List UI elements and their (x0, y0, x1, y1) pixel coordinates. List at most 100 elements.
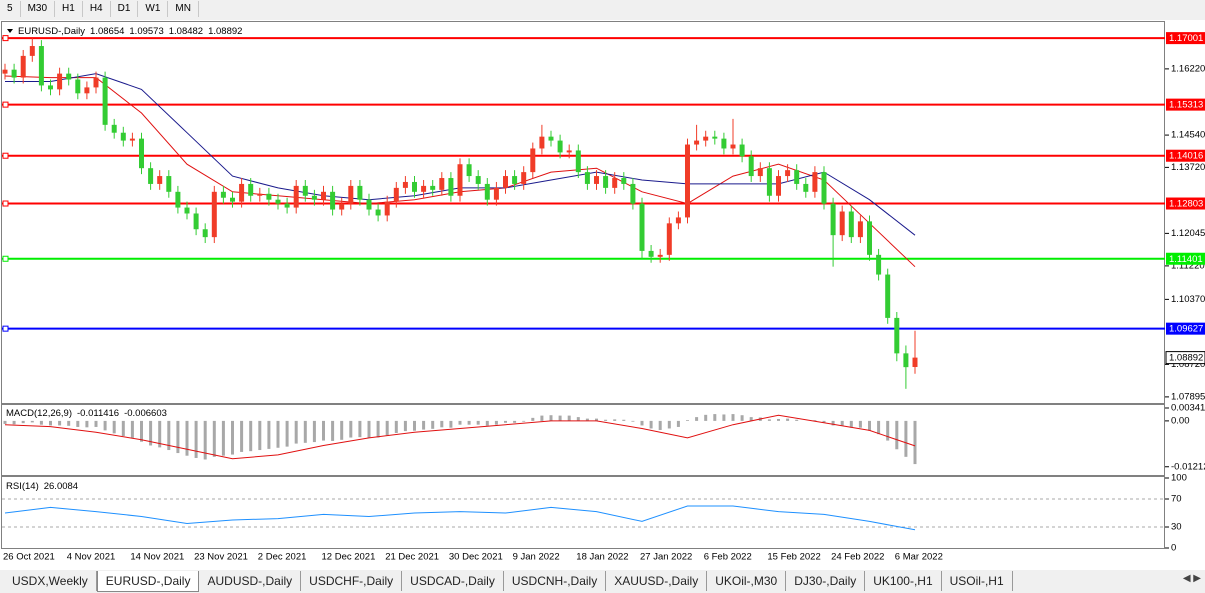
candle-body (366, 199, 372, 210)
candle-body (321, 191, 326, 200)
macd-bar (212, 420, 216, 457)
level-label-box (1166, 149, 1205, 162)
candle-body (93, 77, 99, 88)
macd-bar (440, 420, 444, 428)
macd-bar (258, 420, 262, 451)
symbol-tab[interactable]: UK100-,H1 (865, 571, 942, 591)
timeframe-button[interactable]: H4 (83, 1, 111, 17)
symbol-tab[interactable]: USOil-,H1 (942, 571, 1013, 591)
symbol-tab[interactable]: USDCHF-,Daily (301, 571, 403, 591)
candle-body (111, 124, 117, 133)
macd-bar (777, 419, 780, 421)
level-label: 1.09627 (1169, 324, 1203, 335)
symbol-tab[interactable]: USDCAD-,Daily (402, 571, 504, 591)
symbol-tab[interactable]: DJ30-,Daily (786, 571, 866, 591)
candle-body (557, 140, 563, 153)
macd-bar (367, 420, 371, 438)
timeframe-button[interactable]: D1 (111, 1, 139, 17)
candle-body (903, 353, 909, 368)
macd-bar (695, 417, 699, 421)
candle-body (675, 217, 681, 224)
symbol-tab[interactable]: AUDUSD-,Daily (199, 571, 302, 591)
candle-body (266, 193, 272, 200)
candle-body (785, 170, 791, 177)
candle-body (603, 176, 609, 188)
candle-body (639, 203, 645, 251)
macd-bar (394, 420, 398, 433)
macd-bar (649, 420, 653, 429)
macd-header: MACD(12,26,9) -0.011416 -0.006603 (6, 408, 167, 419)
symbol-tab[interactable]: USDX,Weekly (4, 571, 97, 591)
symbol: EURUSD-,Daily (18, 26, 85, 37)
candle-body (357, 185, 363, 200)
level-handle (2, 255, 9, 262)
x-tick-label: 15 Feb 2022 (767, 552, 820, 563)
chart-background (0, 20, 1205, 570)
candle-body (412, 181, 417, 192)
header-value: -0.011416 (77, 408, 119, 419)
candle-body (867, 221, 872, 255)
timeframe-button[interactable]: 5 (0, 1, 21, 17)
candle-body (848, 211, 854, 238)
header-value: -0.006603 (124, 408, 167, 419)
macd-bar (340, 420, 344, 440)
level-label: 1.15313 (1169, 100, 1203, 111)
macd-bar (676, 420, 680, 427)
y-tick-label: 1.08720 (1171, 359, 1205, 370)
symbol-tab[interactable]: USDCNH-,Daily (504, 571, 607, 591)
timeframe-button[interactable]: MN (168, 1, 199, 17)
y-tick-label: 1.07895 (1171, 391, 1205, 402)
candle-body (120, 132, 126, 141)
x-tick-label: 18 Jan 2022 (576, 552, 628, 563)
tab-scroll[interactable]: ◀ ▶ (1182, 573, 1201, 584)
symbol-tab[interactable]: EURUSD-,Daily (96, 571, 200, 592)
macd-bar (85, 420, 89, 428)
candle-body (530, 148, 536, 173)
candle-body (666, 223, 672, 255)
candle-body (339, 203, 345, 210)
macd-bar (458, 420, 462, 425)
x-tick-label: 2 Dec 2021 (258, 552, 307, 563)
candle-body (466, 164, 472, 177)
macd-bar (94, 420, 98, 427)
x-tick-label: 14 Nov 2021 (130, 552, 184, 563)
candle-body (657, 254, 663, 257)
macd-title: MACD(12,26,9) (6, 408, 72, 419)
timeframe-button[interactable]: H1 (55, 1, 83, 17)
candle-body (748, 156, 754, 177)
macd-bar (149, 420, 153, 446)
level-handle (2, 200, 9, 207)
candle-body (439, 178, 445, 190)
macd-bar (58, 420, 62, 426)
candle-body (612, 178, 618, 188)
level-label: 1.11401 (1169, 254, 1203, 265)
candle-body (876, 254, 882, 275)
macd-bar (21, 420, 25, 424)
macd-bar (385, 420, 389, 436)
candle-body (803, 183, 809, 192)
timeframe-button[interactable]: W1 (138, 1, 169, 17)
candle-body (38, 46, 44, 86)
macd-bar (449, 420, 453, 428)
level-label-box (1166, 197, 1205, 210)
macd-bar (704, 414, 708, 421)
macd-bar (686, 420, 689, 421)
macd-bar (640, 420, 644, 426)
symbol-tab[interactable]: XAUUSD-,Daily (606, 571, 708, 591)
candle-body (284, 203, 290, 208)
timeframe-button[interactable]: M30 (21, 1, 56, 17)
candle-body (766, 168, 772, 196)
macd-bar (895, 420, 899, 450)
candle-body (302, 185, 308, 196)
macd-bar (12, 420, 16, 425)
candle-body (484, 183, 490, 200)
candle-body (48, 85, 53, 90)
level-label-box (1166, 252, 1205, 265)
symbol-tab[interactable]: UKOil-,M30 (707, 571, 787, 591)
macd-bar (130, 420, 134, 438)
y-tick-label: 1.14540 (1171, 130, 1205, 141)
x-tick-label: 6 Feb 2022 (704, 552, 752, 563)
macd-bar (467, 420, 471, 425)
candle-body (293, 185, 299, 208)
macd-bar (813, 420, 817, 421)
